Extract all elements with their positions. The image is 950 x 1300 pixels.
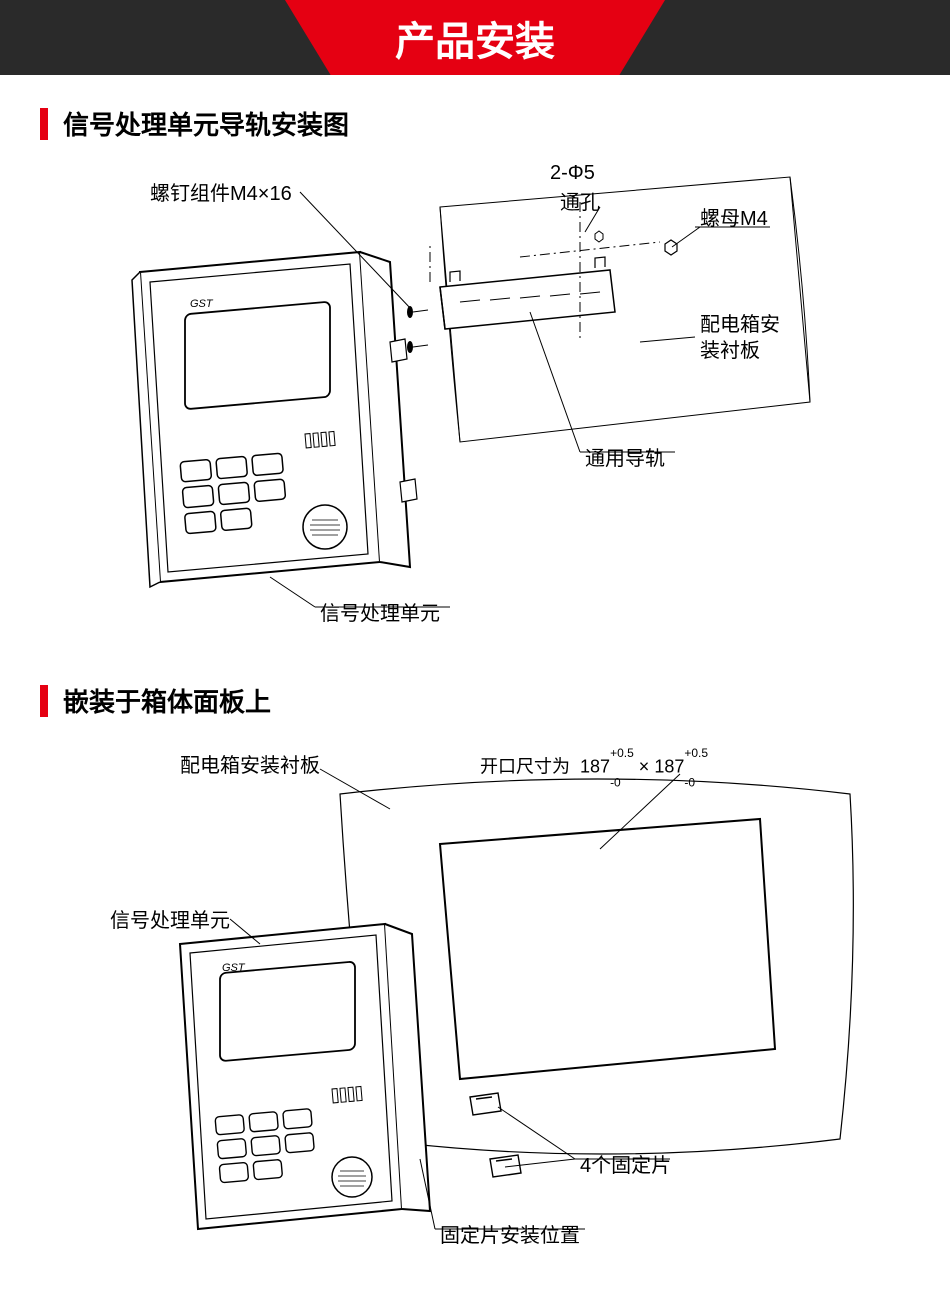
tol-l1: -0: [610, 776, 621, 790]
label-device2: 信号处理单元: [110, 904, 230, 933]
label-screws: 螺钉组件M4×16: [150, 177, 292, 206]
label-device: 信号处理单元: [320, 597, 440, 626]
brand-text: GST: [190, 298, 214, 310]
tol-l2: -0: [684, 776, 695, 790]
brand-text-2: GST: [222, 962, 246, 974]
label-backplate: 配电箱安 装衬板: [700, 312, 790, 364]
label-backplate-l2: 装衬板: [700, 340, 760, 362]
section1-heading: 信号处理单元导轨安装图: [40, 105, 910, 142]
accent-bar-icon: [40, 685, 48, 717]
section2-title: 嵌装于箱体面板上: [63, 682, 271, 719]
opening-prefix: 开口尺寸为: [480, 757, 570, 777]
section1-title: 信号处理单元导轨安装图: [63, 105, 349, 142]
label-hole2: 通孔: [560, 186, 600, 215]
tol-u2: +0.5: [684, 746, 708, 760]
opening-x: ×: [639, 757, 650, 777]
label-clips: 4个固定片: [580, 1149, 671, 1178]
accent-bar-icon: [40, 108, 48, 140]
diagram-panel: 配电箱安装衬板 开口尺寸为 187+0.5-0 × 187+0.5-0 信号处理…: [40, 739, 910, 1259]
diagram-rail: 螺钉组件M4×16 2-Φ5 通孔 螺母M4 配电箱安 装衬板 通用导轨 信号处…: [40, 162, 910, 642]
diagram-panel-svg: GST: [40, 739, 910, 1259]
page-title: 产品安装: [395, 9, 555, 67]
label-clip-pos: 固定片安装位置: [440, 1219, 580, 1248]
opening-d1: 187: [580, 757, 610, 777]
label-backplate2: 配电箱安装衬板: [180, 749, 320, 778]
diagram-rail-svg: GST: [40, 162, 910, 642]
header-bar: 产品安装: [0, 0, 950, 75]
opening-d2: 187: [654, 757, 684, 777]
label-hole1: 2-Φ5: [550, 162, 595, 185]
section-rail-install: 信号处理单元导轨安装图 螺钉组件M4×16 2-Φ5 通孔 螺母M4 配电箱安 …: [0, 75, 950, 652]
label-nut: 螺母M4: [700, 202, 768, 231]
label-rail: 通用导轨: [585, 442, 665, 471]
section2-heading: 嵌装于箱体面板上: [40, 682, 910, 719]
label-backplate-l1: 配电箱安: [700, 314, 780, 336]
section-panel-install: 嵌装于箱体面板上 配电箱安装衬板 开口尺寸为 187+0.5-0 × 187+0…: [0, 652, 950, 1269]
label-opening: 开口尺寸为 187+0.5-0 × 187+0.5-0: [480, 747, 708, 789]
tol-u1: +0.5: [610, 746, 634, 760]
